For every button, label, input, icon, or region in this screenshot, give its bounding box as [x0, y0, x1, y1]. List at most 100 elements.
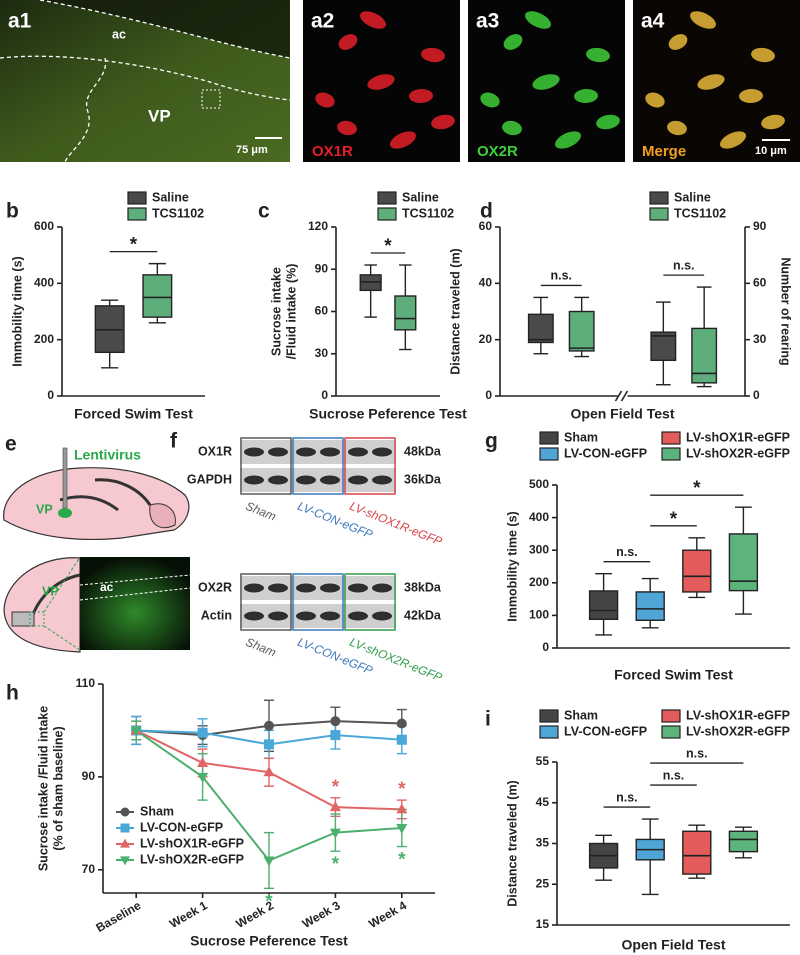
cell [525, 11, 551, 29]
cell [532, 74, 560, 90]
band [296, 583, 316, 593]
cell [503, 34, 523, 50]
marker [396, 718, 407, 729]
y2-tick-label: 60 [753, 276, 767, 290]
blot-strip [240, 576, 396, 600]
y2-axis-label: Number of rearing [779, 257, 793, 365]
cell [761, 114, 785, 130]
significance-label: * [332, 854, 340, 875]
y-tick-label: 15 [536, 917, 550, 931]
legend-label: TCS1102 [402, 206, 454, 220]
panel-label: h [6, 682, 19, 705]
legend-swatch [377, 207, 397, 221]
virus-label: Lentivirus [74, 447, 141, 463]
legend-swatch [539, 447, 559, 461]
y-axis-label: (% of sham baseline) [51, 726, 65, 850]
band [372, 447, 392, 457]
y-tick-label: 600 [34, 219, 54, 233]
group-box [292, 573, 344, 631]
band [244, 583, 264, 593]
cell [554, 131, 582, 149]
group-label: Sham [244, 635, 278, 660]
y-tick-label: 110 [76, 676, 96, 690]
marker [197, 772, 209, 783]
y-tick-label: 400 [529, 510, 549, 524]
x-tick-label: Week 4 [366, 898, 409, 931]
cell [719, 131, 747, 149]
band [320, 583, 340, 593]
marker [130, 726, 142, 737]
x-axis-label: Sucrose Peference Test [309, 406, 467, 422]
cell [421, 47, 445, 63]
brain-sagittal [3, 467, 190, 541]
legend-label: LV-shOX2R-eGFP [686, 724, 790, 738]
band [320, 611, 340, 621]
stain-label: OX1R [312, 143, 353, 160]
significance-label: * [384, 236, 392, 257]
significance-label: n.s. [686, 746, 708, 760]
y-tick-label: 200 [34, 332, 54, 346]
band [268, 583, 288, 593]
significance-label: * [265, 891, 273, 912]
band [268, 447, 288, 457]
panel-label: a3 [476, 10, 499, 33]
y-axis-label: Immobility time (s) [505, 511, 519, 621]
legend-label: Saline [402, 190, 439, 204]
panel-label: g [485, 430, 498, 453]
y-axis-label: Distance traveled (m) [505, 780, 519, 906]
significance-label: * [332, 777, 340, 798]
legend-swatch [377, 191, 397, 205]
x-tick-label: Week 3 [300, 898, 343, 931]
size-label: 42kDa [404, 608, 442, 622]
band [372, 475, 392, 485]
legend-label: LV-shOX1R-eGFP [686, 708, 790, 722]
marker [264, 739, 274, 750]
marker [120, 838, 130, 848]
cerebellum [149, 503, 176, 529]
band [268, 475, 288, 485]
protein-label: OX2R [198, 580, 232, 594]
marker [120, 807, 130, 817]
size-label: 36kDa [404, 472, 442, 486]
y-tick-label: 45 [536, 795, 550, 809]
significance-label: n.s. [616, 545, 638, 559]
region-label: ac [112, 27, 126, 41]
blot-strip [240, 604, 396, 628]
cell [690, 11, 716, 29]
y-tick-label: 35 [536, 836, 550, 850]
y-axis-label: Sucrose intake [269, 267, 283, 356]
box [691, 327, 718, 384]
band [320, 475, 340, 485]
panel-label: f [170, 430, 178, 453]
significance-label: * [670, 509, 678, 530]
y-tick-label: 200 [529, 575, 549, 589]
box [568, 310, 595, 352]
y-tick-label: 60 [479, 219, 493, 233]
x-tick-label: Week 1 [167, 898, 210, 931]
significance-label: n.s. [550, 269, 572, 283]
legend-label: Sham [564, 430, 598, 444]
cell [751, 47, 775, 63]
blot-strip [240, 440, 396, 464]
cell [502, 120, 522, 136]
cell [668, 34, 688, 50]
blot-strip [240, 468, 396, 492]
y-tick-label: 20 [479, 332, 493, 346]
legend-label: Saline [152, 190, 189, 204]
x-axis-label: Sucrose Peference Test [190, 933, 348, 949]
band [296, 611, 316, 621]
legend-swatch [539, 431, 559, 445]
band [320, 447, 340, 457]
y-axis-label: Sucrose intake /Fluid intake [36, 706, 50, 871]
legend-label: TCS1102 [152, 206, 204, 220]
box [728, 830, 759, 853]
y-tick-label: 0 [321, 388, 328, 402]
scale-label: 10 μm [755, 145, 787, 157]
protein-label: Actin [201, 608, 232, 622]
boundary [0, 55, 291, 101]
marker [197, 756, 209, 767]
cell [586, 47, 610, 63]
legend-label: LV-CON-eGFP [564, 446, 647, 460]
band [348, 611, 368, 621]
